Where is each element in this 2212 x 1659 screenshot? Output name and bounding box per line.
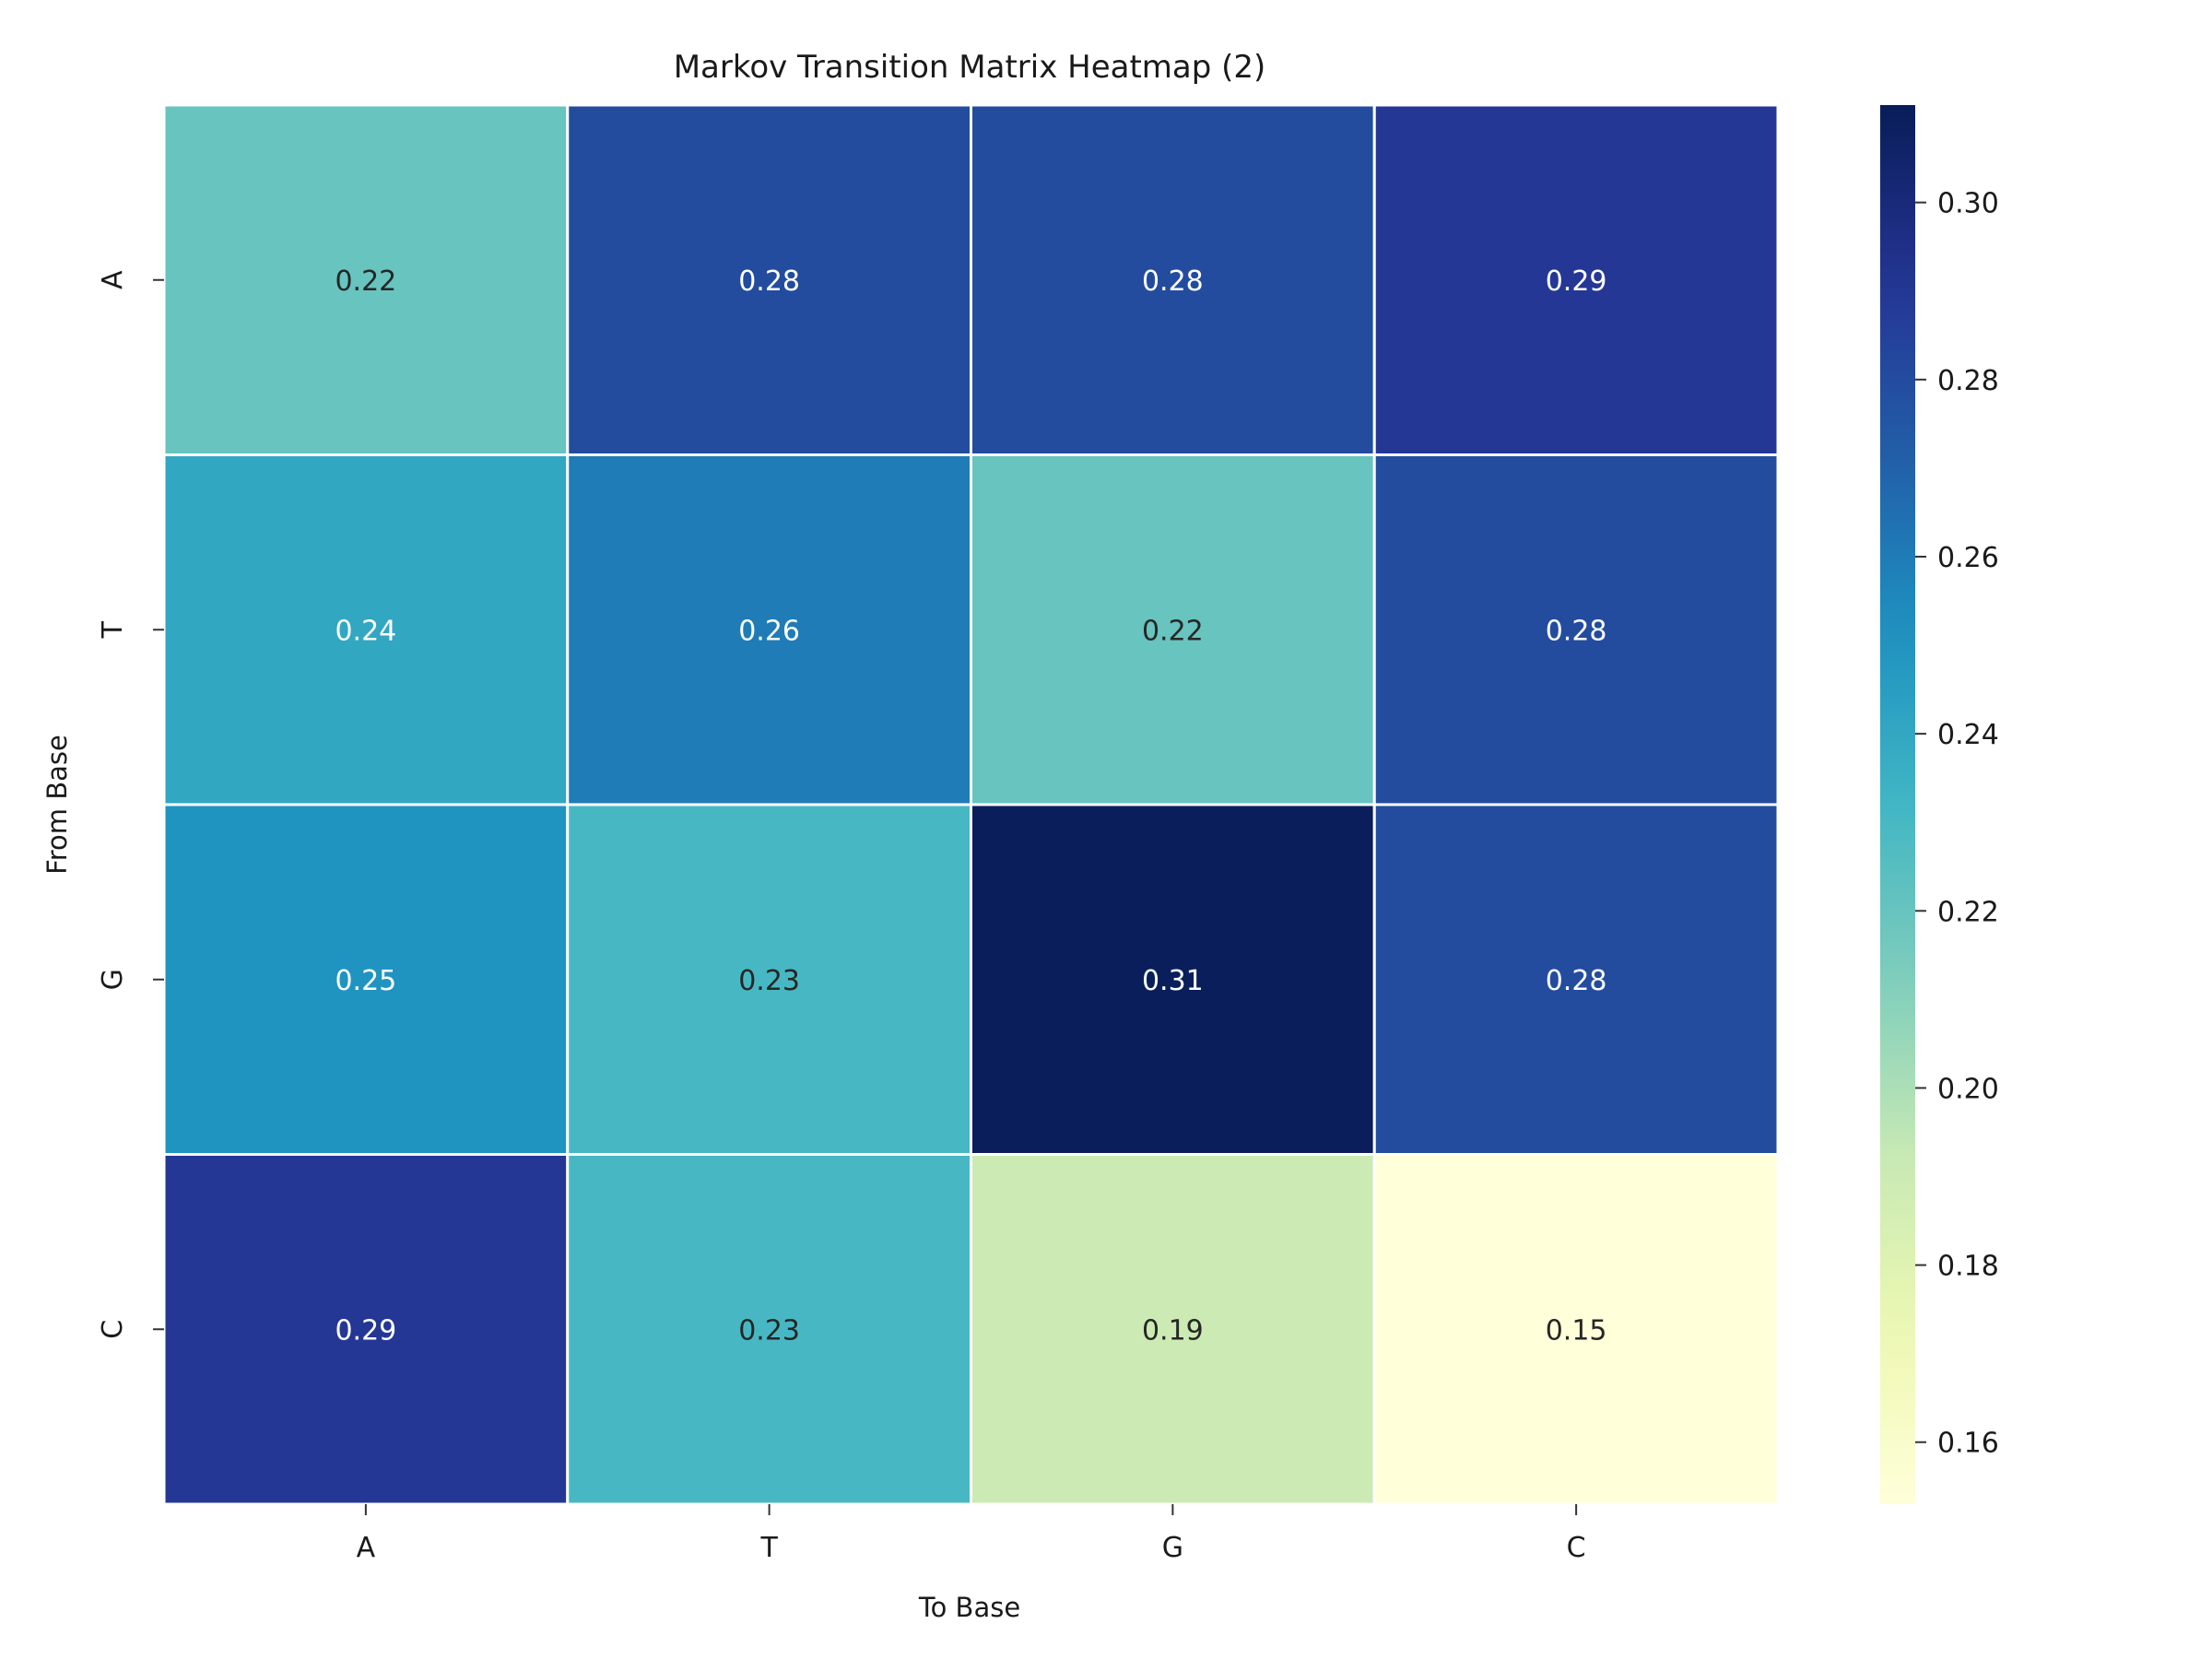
cell-value-label: 0.28	[1546, 615, 1607, 647]
heatmap-cells	[162, 103, 1780, 1506]
colorbar-tick-label: 0.26	[1937, 542, 1999, 574]
x-tick-label: C	[1567, 1532, 1586, 1564]
heatmap-cell	[1372, 103, 1780, 456]
heatmap-cell	[162, 453, 570, 806]
cell-value-label: 0.26	[738, 615, 800, 647]
heatmap-cell	[162, 1153, 570, 1506]
heatmap-cell	[1372, 453, 1780, 806]
colorbar-tick-label: 0.30	[1937, 188, 1999, 220]
cell-value-label: 0.19	[1142, 1314, 1204, 1347]
colorbar-ticks: 0.16 0.18 0.20 0.22 0.24 0.26 0.28 0.30	[1915, 188, 1999, 1460]
heatmap-cell	[566, 103, 972, 456]
x-tick-label: T	[759, 1532, 778, 1564]
colorbar	[1880, 105, 1915, 1504]
y-axis-label: From Base	[41, 735, 73, 875]
y-tick-label: A	[97, 270, 129, 289]
cell-value-label: 0.29	[1546, 265, 1607, 298]
heatmap-cell	[1372, 803, 1780, 1156]
cell-value-label: 0.24	[335, 615, 396, 647]
cell-value-label: 0.23	[738, 1314, 800, 1347]
cell-value-label: 0.29	[335, 1314, 396, 1347]
y-tick-label: G	[97, 969, 129, 990]
colorbar-tick-label: 0.24	[1937, 719, 1999, 751]
y-tick-label: T	[97, 620, 129, 639]
colorbar-tick-label: 0.22	[1937, 896, 1999, 928]
cell-value-label: 0.28	[1546, 965, 1607, 997]
cell-value-label: 0.15	[1546, 1314, 1607, 1347]
heatmap-cell	[970, 1153, 1376, 1506]
cell-value-label: 0.22	[335, 265, 396, 298]
y-axis-ticks: A T G C	[97, 270, 164, 1339]
heatmap-cell	[566, 453, 972, 806]
x-axis-label: To Base	[918, 1592, 1020, 1623]
heatmap-cell	[566, 1153, 972, 1506]
heatmap-cell	[566, 803, 972, 1156]
cell-value-label: 0.28	[1142, 265, 1204, 298]
cell-value-label: 0.31	[1142, 965, 1204, 997]
cell-value-label: 0.22	[1142, 615, 1204, 647]
y-tick-label: C	[97, 1320, 129, 1339]
colorbar-tick-label: 0.28	[1937, 365, 1999, 397]
colorbar-tick-label: 0.16	[1937, 1428, 1999, 1460]
x-tick-label: G	[1162, 1532, 1183, 1564]
cell-annotations: 0.22 0.28 0.28 0.29 0.24 0.26 0.22 0.28 0.25 0.23…	[335, 265, 1606, 1347]
cell-value-label: 0.28	[738, 265, 800, 298]
heatmap-cell	[1372, 1153, 1780, 1506]
heatmap-cell	[162, 103, 570, 456]
cell-value-label: 0.23	[738, 965, 800, 997]
colorbar-tick-label: 0.20	[1937, 1073, 1999, 1105]
colorbar-tick-label: 0.18	[1937, 1251, 1999, 1283]
x-tick-label: A	[357, 1532, 376, 1564]
cell-value-label: 0.25	[335, 965, 396, 997]
chart-title: Markov Transition Matrix Heatmap (2)	[674, 49, 1266, 86]
heatmap-cell	[970, 103, 1376, 456]
